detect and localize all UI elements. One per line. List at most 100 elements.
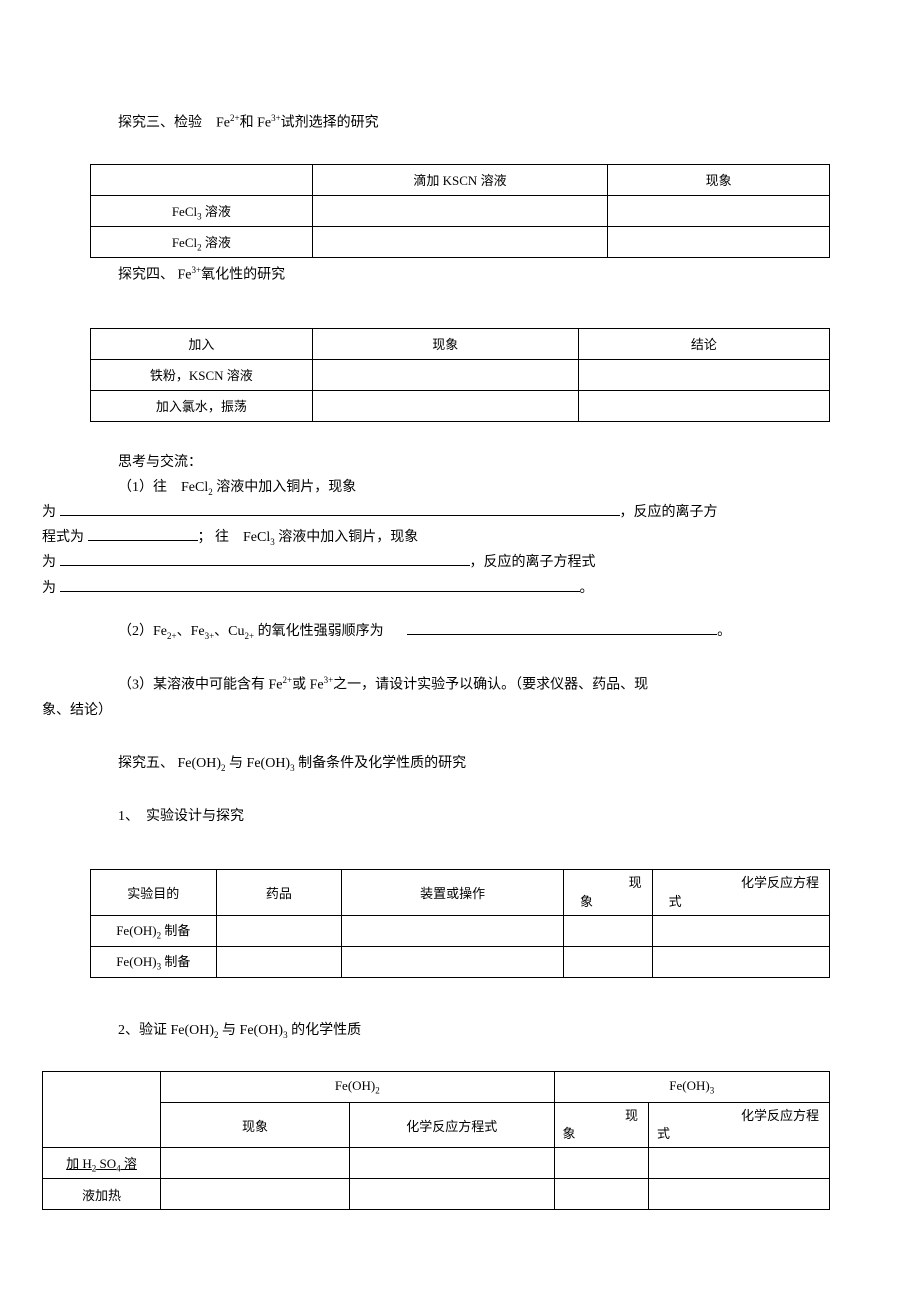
text: ； 往 FeCl [198,530,271,545]
cell [43,1071,161,1147]
cell: 滴加 KSCN 溶液 [312,164,608,195]
cell [342,946,564,977]
question-3-line1: （3）某溶液中可能含有 Fe2+或 Fe3+之一，请设计实验予以确认。（要求仪器… [90,672,830,698]
page: 探究三、检验 Fe2+和 Fe3+试剂选择的研究 滴加 KSCN 溶液 现象 F… [0,0,920,1303]
question-3-line2: 象、结论） [42,698,830,723]
table-row: 加入氯水，振荡 [91,390,830,421]
cell [563,915,652,946]
text: 探究四、 Fe [118,268,192,283]
text: 2、验证 Fe(OH) [118,1023,214,1038]
table-row: 实验目的 药品 装置或操作 现象 化学反应方程式 [91,870,830,915]
text: 制备 [161,923,190,938]
cell [554,1179,648,1210]
cell: Fe(OH)3 [554,1071,829,1102]
cell [161,1148,350,1179]
section5-title: 探究五、 Fe(OH)2 与 Fe(OH)3 制备条件及化学性质的研究 [90,751,830,776]
cell: 实验目的 [91,870,217,915]
cell [563,946,652,977]
cell [578,390,829,421]
table-row: 液加热 [43,1179,830,1210]
cell: Fe(OH)3 制备 [91,946,217,977]
text: 式 [669,893,682,911]
text: 或 Fe [292,678,324,693]
table-row: Fe(OH)2 制备 [91,915,830,946]
cell: FeCl3 溶液 [91,195,313,226]
cell [312,226,608,257]
text: 、Fe [177,624,205,639]
text: Fe(OH) [116,923,156,938]
cell: 化学反应方程式 [652,870,829,915]
cell [652,946,829,977]
text: 。 [717,624,731,639]
cell [312,359,578,390]
cell: 加入氯水，振荡 [91,390,313,421]
superscript: 2+ [230,113,240,123]
text: 试剂选择的研究 [281,116,379,131]
text: 制备 [161,954,190,969]
blank-line [88,526,198,541]
cell: 铁粉，KSCN 溶液 [91,359,313,390]
text: 、Cu [214,624,244,639]
text: 溶液 [202,235,231,250]
superscript: 3+ [271,113,281,123]
text: FeCl [172,235,197,250]
text: 现 [625,1108,638,1123]
text-line: 为 ，反应的离子方 [90,500,830,525]
cell [216,915,342,946]
section3-title: 探究三、检验 Fe2+和 Fe3+试剂选择的研究 [90,110,830,136]
table-kscn: 滴加 KSCN 溶液 现象 FeCl3 溶液 FeCl2 溶液 [90,164,830,258]
superscript: 3+ [324,675,334,685]
subscript: 3 [710,1086,715,1096]
text: 为 [42,555,60,570]
text: FeCl [172,204,197,219]
text: 氧化性的研究 [201,268,285,283]
text: （1）往 FeCl [118,480,208,495]
cell [216,946,342,977]
cell [648,1148,829,1179]
cell [554,1148,648,1179]
text: 化学反应方程 [741,1108,819,1123]
cell: Fe(OH)2 [161,1071,554,1102]
cell [608,195,830,226]
text: 和 Fe [240,116,272,131]
table-row: 现象 化学反应方程式 现象 化学反应方程式 [43,1102,830,1147]
text: 溶液 [202,204,231,219]
cell [608,226,830,257]
cell [91,164,313,195]
question-2: （2）Fe2+、Fe3+、Cu2+ 的氧化性强弱顺序为 。 [90,619,830,644]
table-row: 滴加 KSCN 溶液 现象 [91,164,830,195]
cell [652,915,829,946]
text: 象 [580,893,593,911]
table-row: Fe(OH)2 Fe(OH)3 [43,1071,830,1102]
cell: 现象 [608,164,830,195]
cell: 液加热 [43,1179,161,1210]
table-row: FeCl2 溶液 [91,226,830,257]
cell: 药品 [216,870,342,915]
question-1: （1）往 FeCl2 溶液中加入铜片，现象 为 ，反应的离子方 程式为 ； 往 … [90,475,830,601]
text: （3）某溶液中可能含有 Fe [118,678,283,693]
text: 溶液中加入铜片，现象 [213,480,357,495]
text: SO [96,1156,116,1171]
section5-p2: 2、验证 Fe(OH)2 与 Fe(OH)3 的化学性质 [90,1018,830,1043]
text: 程式为 [42,530,88,545]
subscript: 2 [375,1086,380,1096]
superscript: 2+ [283,675,293,685]
table-properties: Fe(OH)2 Fe(OH)3 现象 化学反应方程式 现象 化学反应方程式 加 … [42,1071,830,1210]
blank-line [60,501,620,516]
cell: 加入 [91,328,313,359]
text: 探究五、 Fe(OH) [118,756,221,771]
text: 加 H [66,1156,92,1171]
text: 为 [42,505,60,520]
table-oxidation: 加入 现象 结论 铁粉，KSCN 溶液 加入氯水，振荡 [90,328,830,422]
cell: 加 H2 SO4 溶 [43,1148,161,1179]
table-row: 加 H2 SO4 溶 [43,1148,830,1179]
cell [648,1179,829,1210]
table-row: Fe(OH)3 制备 [91,946,830,977]
text: 化学反应方程 [741,875,819,890]
text: 探究三、检验 Fe [118,116,230,131]
text: 制备条件及化学性质的研究 [295,756,467,771]
text: ，反应的离子方 [620,505,718,520]
text-line: 为 ，反应的离子方程式 [42,550,830,575]
text: 象 [563,1125,576,1143]
cell [342,915,564,946]
